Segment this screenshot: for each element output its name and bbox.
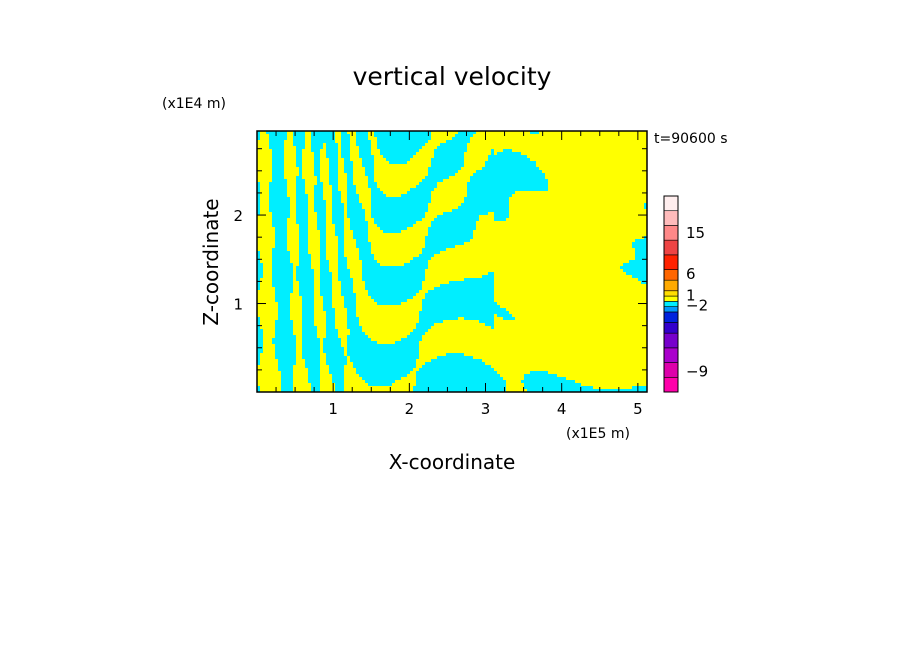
colorbar-level xyxy=(663,195,679,212)
colorbar-level xyxy=(663,279,679,292)
y-multiplier-label: (x1E4 m) xyxy=(162,96,226,112)
colorbar-level xyxy=(663,210,679,226)
x-tick-label: 1 xyxy=(328,400,338,418)
colorbar-level xyxy=(663,295,679,302)
tick-marks xyxy=(257,131,647,392)
plot-frame xyxy=(256,130,648,393)
y-tick-label: 2 xyxy=(233,207,243,225)
colorbar-level xyxy=(663,311,679,323)
colorbar-level xyxy=(663,347,679,363)
colorbar-level xyxy=(663,290,679,297)
y-axis-label: Z-coordinate xyxy=(199,198,223,325)
positive-velocity-region xyxy=(257,131,647,392)
contour-field xyxy=(257,131,647,392)
colorbar-labels: 15 6 1−2 −9 xyxy=(686,224,708,381)
colorbar-level xyxy=(663,332,679,349)
plot-area xyxy=(256,130,648,393)
colorbar-label: 1 xyxy=(686,287,696,305)
chart-title: vertical velocity xyxy=(353,62,552,91)
y-tick-labels: 12 xyxy=(233,207,243,313)
colorbar-frame xyxy=(663,195,679,393)
x-tick-label: 3 xyxy=(481,400,491,418)
time-label: t=90600 s xyxy=(654,131,728,147)
x-tick-label: 4 xyxy=(557,400,567,418)
colorbar-level xyxy=(663,322,679,334)
colorbar-level xyxy=(663,301,679,307)
colorbar-label: 15 xyxy=(686,224,705,242)
x-tick-label: 5 xyxy=(633,400,643,418)
x-tick-labels: 1 2 3 4 5 xyxy=(328,400,642,418)
colorbar-level xyxy=(663,269,679,281)
x-axis-label: X-coordinate xyxy=(389,450,516,474)
y-tick-label: 1 xyxy=(233,296,243,314)
colorbar-level xyxy=(663,239,679,256)
x-tick-label: 2 xyxy=(405,400,415,418)
colorbar-level xyxy=(663,306,679,313)
colorbar-label: −2 xyxy=(686,297,708,315)
colorbar-level xyxy=(663,225,679,241)
x-multiplier-label: (x1E5 m) xyxy=(566,426,630,442)
colorbar-level xyxy=(663,254,679,270)
colorbar xyxy=(663,195,679,393)
colorbar-label: −9 xyxy=(686,362,708,380)
colorbar-level xyxy=(663,376,679,393)
colorbar-level xyxy=(663,362,679,378)
colorbar-label: 6 xyxy=(686,265,696,283)
